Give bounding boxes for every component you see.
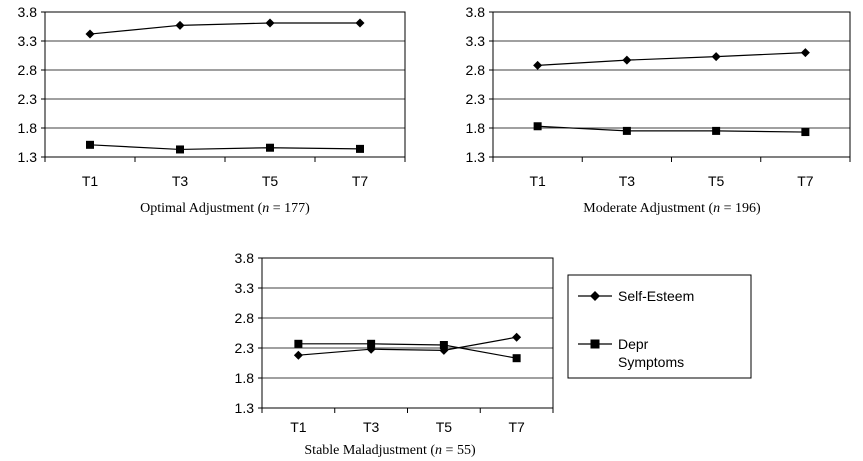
diamond-marker-icon bbox=[590, 291, 600, 301]
self-esteem-point bbox=[533, 60, 543, 70]
plot-area bbox=[261, 257, 554, 409]
self-esteem-point bbox=[293, 350, 303, 360]
series-line-depr-symptoms bbox=[298, 343, 517, 359]
x-tick-label: T7 bbox=[508, 419, 525, 435]
x-tick-label: T7 bbox=[352, 173, 369, 189]
depr-symptoms-point bbox=[176, 145, 184, 154]
y-tick-label: 3.3 bbox=[18, 33, 38, 49]
depr-symptoms-point bbox=[622, 126, 631, 135]
legend-label-self-esteem: Self-Esteem bbox=[618, 288, 694, 304]
series-line-self-esteem bbox=[537, 52, 806, 66]
x-tick-label: T1 bbox=[529, 173, 546, 189]
depr-symptoms-point bbox=[533, 122, 542, 131]
x-tick-label: T1 bbox=[82, 173, 99, 189]
y-tick-label: 1.3 bbox=[235, 400, 255, 416]
x-tick-label: T3 bbox=[172, 173, 189, 189]
x-tick-label: T3 bbox=[363, 419, 380, 435]
y-tick-label: 1.8 bbox=[18, 120, 38, 136]
legend-box bbox=[567, 274, 752, 379]
caption-prefix: Moderate Adjustment ( bbox=[583, 201, 713, 216]
series-line-depr-symptoms bbox=[537, 125, 806, 133]
series-line-depr-symptoms bbox=[89, 144, 361, 151]
series-line-self-esteem bbox=[89, 22, 360, 35]
y-tick-label: 2.3 bbox=[18, 91, 38, 107]
x-tick-label: T3 bbox=[619, 173, 636, 189]
chart-caption: Stable Maladjustment (n = 55) bbox=[304, 443, 476, 458]
y-tick-label: 2.8 bbox=[466, 62, 486, 78]
depr-symptoms-point bbox=[86, 140, 94, 149]
legend-item-self-esteem: Self-Esteem bbox=[578, 288, 694, 304]
depr-symptoms-point bbox=[356, 144, 364, 153]
y-tick-label: 1.8 bbox=[235, 370, 255, 386]
y-tick-label: 3.8 bbox=[235, 250, 255, 266]
legend-item-depr-symptoms: Depr Symptoms bbox=[578, 336, 684, 370]
self-esteem-point bbox=[175, 20, 185, 30]
chart-caption: Moderate Adjustment (n = 196) bbox=[583, 201, 761, 216]
depr-symptoms-point bbox=[801, 128, 810, 137]
legend-label-symptoms: Symptoms bbox=[618, 354, 684, 370]
y-tick-label: 2.3 bbox=[466, 91, 486, 107]
plot-area bbox=[492, 11, 851, 158]
y-tick-label: 2.3 bbox=[235, 340, 255, 356]
y-tick-label: 3.3 bbox=[466, 33, 486, 49]
caption-n: n bbox=[713, 201, 720, 216]
depr-symptoms-point bbox=[294, 339, 303, 348]
y-tick-label: 3.3 bbox=[235, 280, 255, 296]
y-tick-label: 3.8 bbox=[18, 4, 38, 20]
x-tick-label: T5 bbox=[262, 173, 279, 189]
x-tick-label: T5 bbox=[708, 173, 725, 189]
depr-symptoms-point bbox=[367, 339, 376, 348]
caption-suffix: = 55) bbox=[442, 443, 476, 458]
caption-prefix: Optimal Adjustment ( bbox=[140, 201, 262, 216]
caption-suffix: = 177) bbox=[269, 201, 310, 216]
y-tick-label: 2.8 bbox=[235, 310, 255, 326]
self-esteem-point bbox=[355, 18, 365, 28]
caption-suffix: = 196) bbox=[720, 201, 761, 216]
self-esteem-point bbox=[800, 48, 810, 58]
self-esteem-point bbox=[265, 18, 275, 28]
chart-moderate-adjustment: 3.8 3.3 2.8 2.3 1.8 1.3 T1 T3 T5 T7 Moderate Adjus… bbox=[466, 4, 851, 216]
y-tick-label: 1.8 bbox=[466, 120, 486, 136]
caption-n: n bbox=[262, 201, 269, 216]
self-esteem-point bbox=[711, 52, 721, 62]
self-esteem-point bbox=[85, 29, 95, 39]
x-tick-label: T7 bbox=[797, 173, 814, 189]
y-tick-label: 3.8 bbox=[466, 4, 486, 20]
legend-label-depr: Depr bbox=[618, 336, 649, 352]
depr-symptoms-point bbox=[266, 143, 274, 152]
x-tick-label: T5 bbox=[436, 419, 453, 435]
y-tick-label: 1.3 bbox=[18, 149, 38, 165]
depr-symptoms-point bbox=[712, 126, 721, 135]
x-tick-label: T1 bbox=[290, 419, 307, 435]
legend: Self-Esteem Depr Symptoms bbox=[567, 274, 752, 379]
chart-stable-maladjustment: 3.8 3.3 2.8 2.3 1.8 1.3 T1 T3 T5 T7 Stable Maladju… bbox=[235, 250, 554, 458]
self-esteem-point bbox=[512, 332, 522, 342]
series-line-self-esteem bbox=[298, 336, 517, 356]
chart-optimal-adjustment: 3.8 3.3 2.8 2.3 1.8 1.3 T1 T3 T5 T7 Optimal Adjust… bbox=[18, 4, 406, 216]
self-esteem-point bbox=[622, 55, 632, 65]
caption-prefix: Stable Maladjustment ( bbox=[304, 443, 435, 458]
depr-symptoms-point bbox=[512, 354, 521, 363]
y-tick-label: 2.8 bbox=[18, 62, 38, 78]
chart-caption: Optimal Adjustment (n = 177) bbox=[140, 201, 310, 216]
depr-symptoms-point bbox=[439, 341, 448, 349]
square-marker-icon bbox=[590, 339, 600, 349]
caption-n: n bbox=[435, 443, 442, 458]
y-tick-label: 1.3 bbox=[466, 149, 486, 165]
